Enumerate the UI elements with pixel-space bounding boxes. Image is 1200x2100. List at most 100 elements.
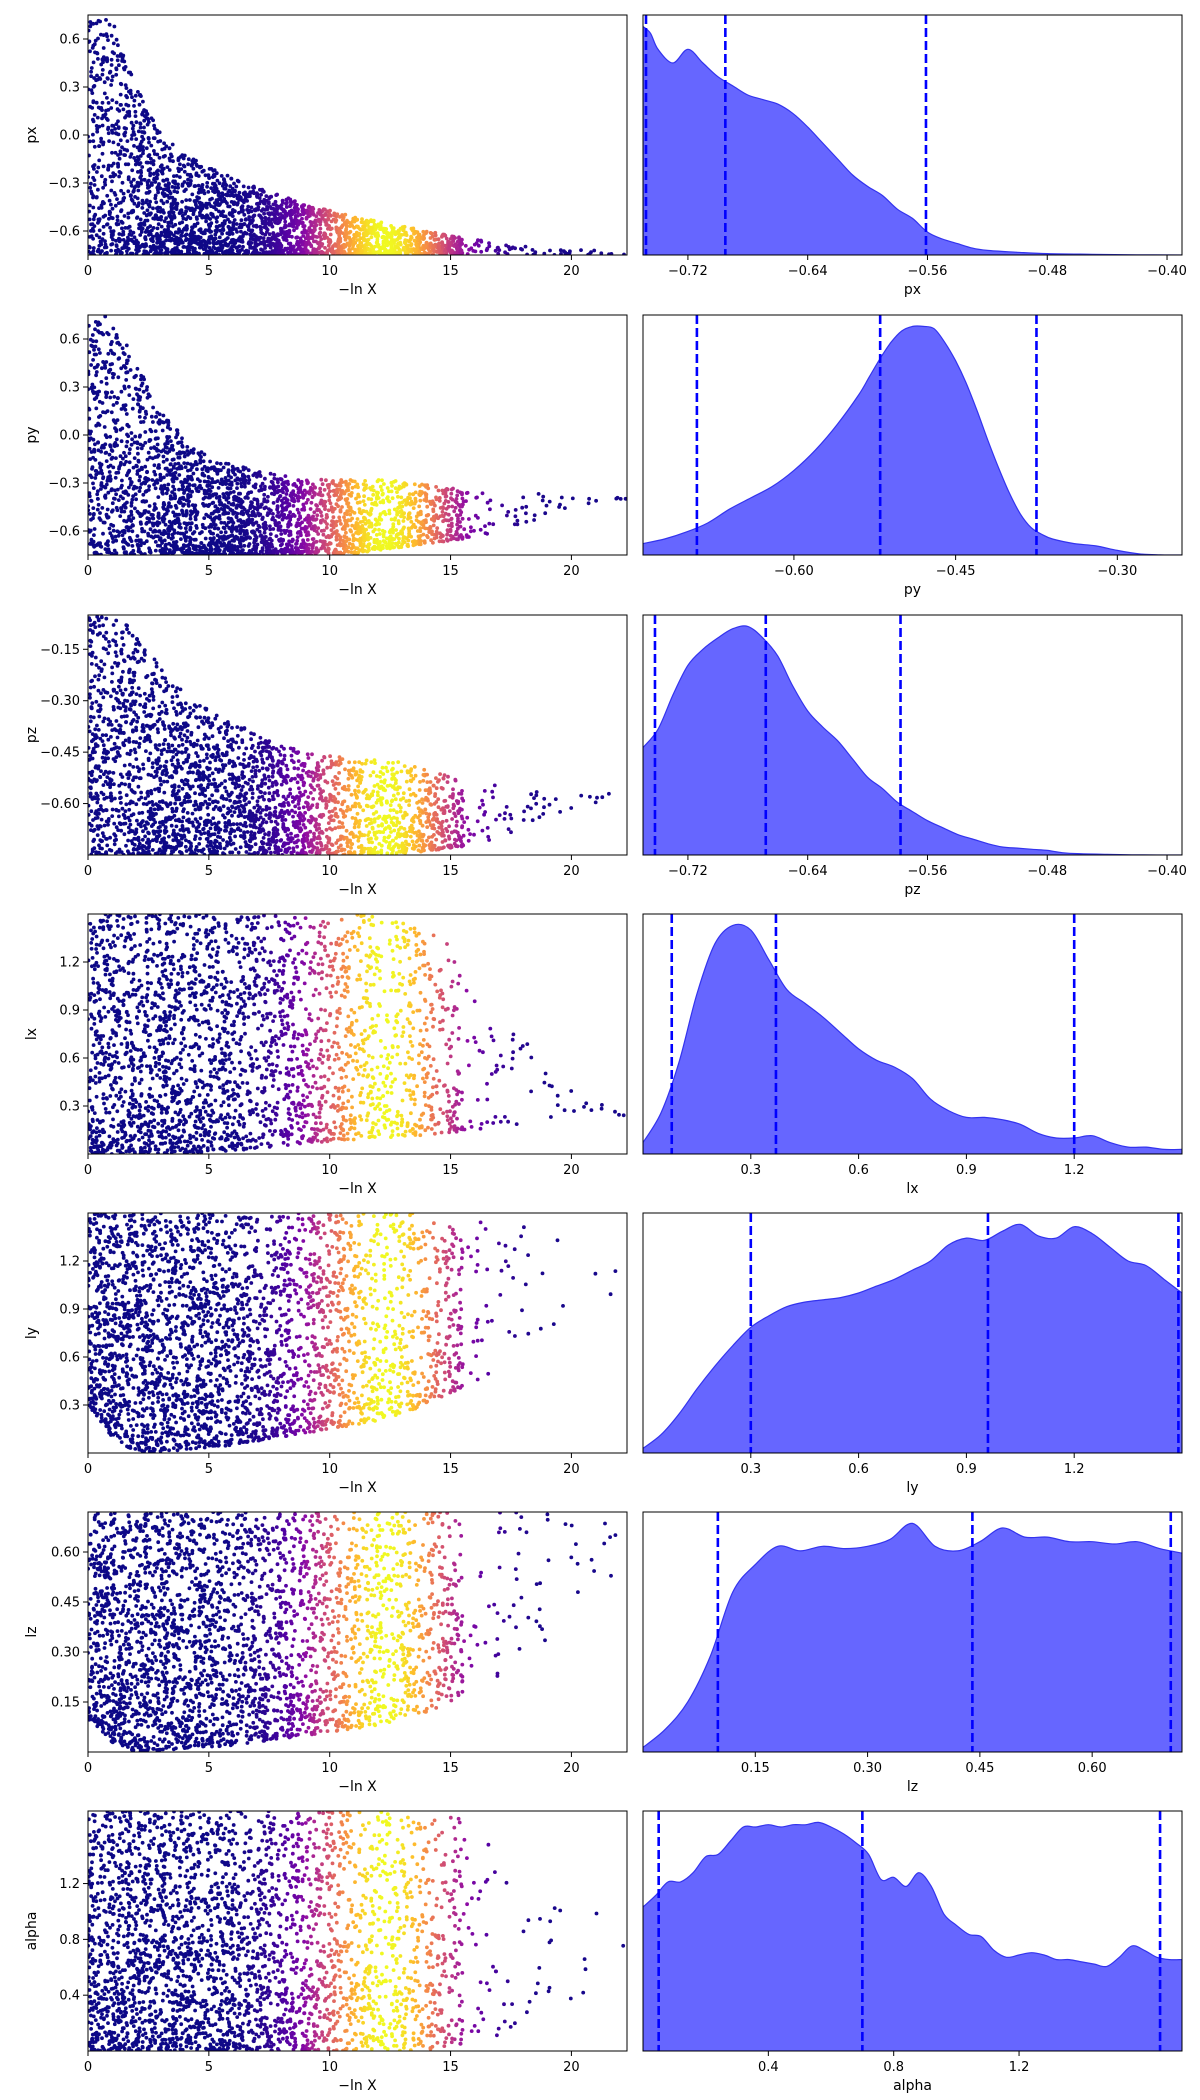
trace-px-point xyxy=(138,161,143,165)
trace-py-point xyxy=(399,495,404,500)
trace-px-point xyxy=(275,232,280,237)
trace-px-point xyxy=(266,200,271,205)
trace-px-point xyxy=(165,199,170,204)
trace-px-point xyxy=(124,126,128,131)
trace-px-point xyxy=(162,219,167,224)
trace-py-point xyxy=(289,544,294,549)
trace-px-point xyxy=(476,238,480,243)
trace-py-point xyxy=(143,489,148,494)
trace-px-point xyxy=(178,237,183,242)
trace-py-point xyxy=(145,469,150,474)
trace-py-point xyxy=(138,433,143,438)
trace-py-point xyxy=(280,486,285,491)
trace-px-point xyxy=(125,241,130,246)
trace-px-point xyxy=(137,226,141,231)
trace-py-point xyxy=(187,535,192,540)
trace-px-point xyxy=(196,174,201,178)
trace-px-point xyxy=(179,240,184,245)
trace-px-point xyxy=(202,252,207,255)
trace-px-point xyxy=(260,248,265,253)
trace-py-point xyxy=(332,493,337,498)
trace-py-point xyxy=(157,537,162,542)
trace-py-point xyxy=(201,459,206,464)
trace-px-ytick-label: −0.3 xyxy=(48,177,80,192)
trace-py-point xyxy=(391,480,396,484)
trace-px-point xyxy=(224,183,229,188)
trace-py-point xyxy=(443,499,448,503)
trace-py-point xyxy=(363,479,367,483)
trace-px-point xyxy=(505,252,510,255)
trace-px-point xyxy=(106,131,111,136)
trace-py-point xyxy=(281,490,285,495)
trace-py-point xyxy=(318,486,323,491)
trace-px-point xyxy=(260,252,265,255)
trace-px-point xyxy=(109,188,114,193)
trace-py-point xyxy=(394,528,398,532)
trace-px-point xyxy=(317,219,322,224)
trace-py-point xyxy=(91,481,95,486)
trace-px-point xyxy=(124,102,129,107)
trace-px-point xyxy=(117,170,122,174)
trace-py-point xyxy=(110,340,114,344)
trace-px-point xyxy=(210,251,215,255)
trace-px-point xyxy=(273,220,277,224)
trace-py-point xyxy=(169,439,173,443)
trace-px-point xyxy=(443,243,447,248)
trace-px-point xyxy=(122,59,127,64)
trace-px-point xyxy=(308,220,313,224)
trace-px-point xyxy=(114,243,119,248)
trace-px-point xyxy=(126,215,131,220)
trace-py-point xyxy=(331,479,335,483)
trace-px-point xyxy=(129,183,134,188)
trace-py-point xyxy=(351,533,355,538)
trace-py-point xyxy=(165,473,170,477)
trace-px-point xyxy=(288,204,292,209)
trace-px-point xyxy=(240,240,245,244)
trace-px-point xyxy=(188,198,192,202)
trace-py-point xyxy=(212,523,217,527)
trace-py-point xyxy=(176,531,180,535)
trace-px-point xyxy=(92,144,97,149)
trace-py-point xyxy=(480,491,485,496)
trace-py-point xyxy=(387,489,391,494)
trace-px-point xyxy=(190,192,195,197)
trace-py-point xyxy=(129,480,134,485)
trace-py-point xyxy=(218,461,223,466)
trace-py-point xyxy=(93,344,98,349)
trace-px-point xyxy=(270,217,275,222)
trace-px-point xyxy=(151,172,156,176)
trace-py-point xyxy=(91,516,95,521)
trace-py-point xyxy=(146,531,151,536)
trace-px-point xyxy=(119,103,123,107)
trace-py-point xyxy=(411,506,416,510)
trace-px-point xyxy=(504,243,508,248)
trace-px-point xyxy=(227,225,231,230)
trace-px-point xyxy=(284,202,288,206)
trace-px-point xyxy=(324,222,329,226)
trace-px-point xyxy=(248,237,253,241)
trace-px-point xyxy=(139,230,144,234)
trace-py-point xyxy=(393,486,398,491)
trace-px-point xyxy=(116,164,120,169)
trace-py-point xyxy=(348,478,353,482)
trace-px-point xyxy=(174,235,179,240)
trace-px-point xyxy=(264,250,269,255)
trace-py-point xyxy=(115,487,120,492)
trace-px-point xyxy=(134,137,139,142)
trace-py-point xyxy=(370,501,374,506)
trace-py-point xyxy=(133,386,138,391)
trace-px-point xyxy=(93,50,97,55)
trace-px-point xyxy=(423,244,428,249)
trace-py-point xyxy=(135,464,139,469)
trace-py-point xyxy=(114,505,119,510)
trace-py-point xyxy=(141,420,146,424)
trace-px-point xyxy=(165,177,170,182)
trace-px-point xyxy=(96,18,101,23)
trace-py-point xyxy=(450,504,455,509)
trace-px-point xyxy=(240,205,244,209)
trace-px-point xyxy=(224,250,229,255)
trace-px-point xyxy=(319,237,324,242)
trace-px-point xyxy=(323,207,327,212)
trace-py-point xyxy=(326,485,331,489)
trace-px-point xyxy=(381,252,386,255)
